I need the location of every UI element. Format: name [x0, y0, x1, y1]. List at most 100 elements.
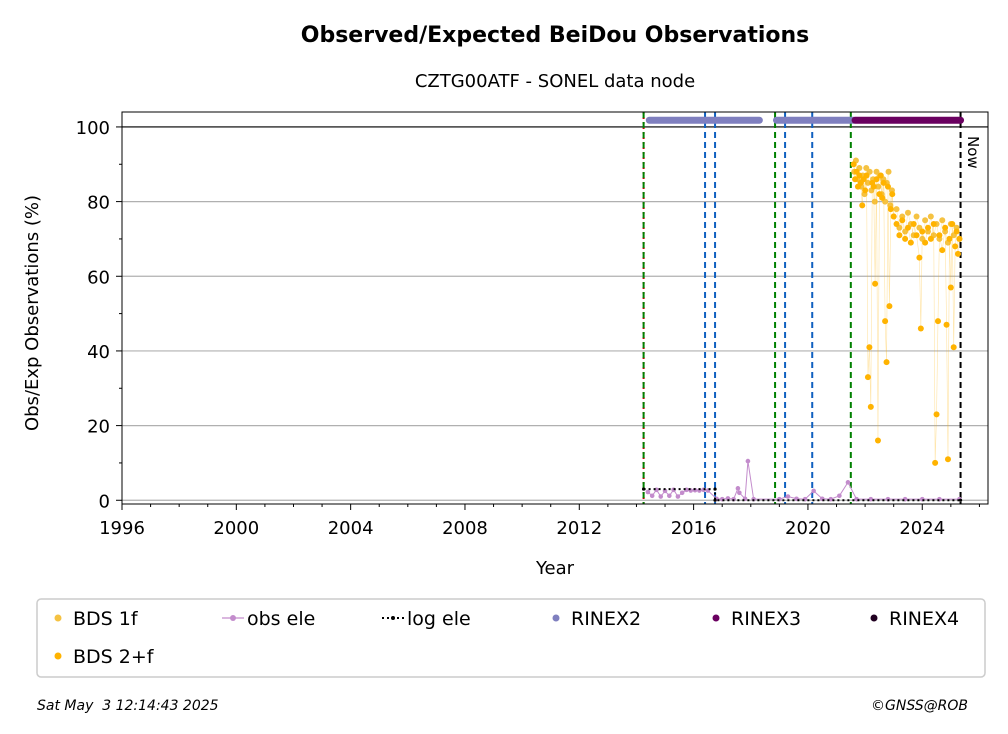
data-point — [896, 232, 903, 239]
obs-ele-point — [828, 496, 834, 502]
log-ele-point — [958, 498, 963, 502]
log-ele-point — [713, 498, 717, 502]
data-point — [884, 183, 891, 190]
data-point — [899, 217, 906, 224]
data-point — [946, 235, 953, 242]
obs-ele-line — [647, 460, 960, 500]
y-tick-label: 20 — [87, 417, 110, 438]
obs-ele-point — [785, 494, 791, 499]
data-point — [864, 179, 871, 186]
data-point — [902, 235, 909, 242]
legend-label: RINEX4 — [889, 608, 959, 630]
legend-marker — [54, 652, 62, 660]
data-point — [883, 359, 890, 366]
data-point — [885, 168, 892, 175]
data-point — [922, 239, 929, 246]
data-point — [893, 206, 900, 213]
data-point — [950, 344, 957, 351]
data-point — [949, 221, 956, 227]
obs-ele-point — [845, 480, 851, 485]
data-point — [852, 176, 859, 183]
legend-marker — [230, 615, 236, 621]
y-tick-label: 40 — [87, 342, 110, 363]
legend-label: obs ele — [247, 608, 315, 630]
data-point — [886, 303, 893, 310]
data-point — [952, 243, 959, 250]
obs-ele-point — [679, 490, 685, 496]
data-point — [939, 247, 946, 254]
data-point — [924, 224, 931, 231]
data-point — [943, 321, 950, 328]
x-axis-ticks: 1996 2000 2004 2008 2012 2016 2020 2024 — [99, 504, 980, 539]
legend-label: log ele — [407, 608, 471, 630]
obs-ele-point — [649, 493, 655, 499]
data-point — [867, 403, 874, 410]
data-point — [936, 232, 943, 239]
legend-marker — [870, 614, 878, 622]
log-ele-line — [643, 488, 961, 502]
data-point — [933, 411, 940, 418]
data-point — [864, 374, 871, 381]
y-tick-label: 100 — [76, 118, 110, 139]
data-point — [862, 187, 869, 194]
data-point — [863, 172, 870, 179]
data-point — [916, 254, 923, 261]
vertical-marker-lines — [642, 112, 962, 504]
data-point — [927, 235, 934, 242]
legend-label: BDS 2+f — [73, 646, 155, 668]
series-line — [853, 164, 960, 463]
data-point — [889, 191, 896, 198]
data-point — [907, 239, 914, 246]
x-tick-label: 2000 — [213, 518, 259, 539]
y-axis-label: Obs/Exp Observations (%) — [22, 195, 43, 431]
obs-ele-point — [811, 488, 816, 494]
x-tick-label: 2004 — [328, 518, 374, 539]
data-point — [850, 161, 857, 168]
obs-ele-point — [745, 458, 751, 464]
plot-frame — [121, 111, 989, 505]
x-axis-label: Year — [535, 558, 575, 579]
legend-marker — [712, 614, 720, 622]
data-point — [870, 183, 877, 190]
data-point — [877, 172, 884, 179]
y-axis-ticks: 0 20 40 60 80 100 — [76, 118, 122, 512]
footer-credit: ©GNSS@ROB — [871, 698, 968, 714]
x-tick-label: 1996 — [99, 518, 145, 539]
obs-ele-point — [675, 494, 681, 499]
x-tick-label: 2020 — [785, 518, 831, 539]
data-point — [875, 183, 882, 190]
data-point — [930, 221, 937, 227]
data-marks — [642, 116, 965, 502]
footer-timestamp: Sat May 3 12:14:43 2025 — [37, 698, 219, 714]
obs-ele-point — [868, 496, 874, 502]
legend-marker — [552, 614, 560, 622]
data-point — [866, 344, 873, 351]
data-point — [942, 224, 949, 231]
obs-ele-point — [837, 493, 842, 499]
data-point — [947, 284, 954, 291]
data-point — [882, 318, 889, 325]
legend-label: BDS 1f — [73, 608, 139, 630]
data-point — [917, 325, 924, 332]
data-point — [887, 206, 894, 213]
legend-marker — [54, 614, 62, 622]
y-tick-label: 0 — [99, 491, 110, 512]
data-point — [919, 228, 926, 235]
data-point — [944, 456, 951, 463]
data-point — [913, 213, 920, 220]
data-point — [890, 213, 897, 220]
grid-lines — [122, 126, 988, 501]
data-point — [927, 213, 934, 220]
x-tick-label: 2016 — [671, 518, 717, 539]
data-point — [856, 172, 863, 179]
obs-ele-point — [645, 489, 651, 495]
chart-subtitle: CZTG00ATF - SONEL data node — [415, 71, 695, 92]
obs-ele-point — [658, 494, 664, 499]
data-point — [954, 250, 961, 257]
x-tick-label: 2024 — [899, 518, 945, 539]
data-point — [922, 217, 929, 224]
legend-label: RINEX2 — [571, 608, 641, 630]
x-tick-label: 2012 — [556, 518, 602, 539]
chart-title: Observed/Expected BeiDou Observations — [301, 23, 810, 48]
